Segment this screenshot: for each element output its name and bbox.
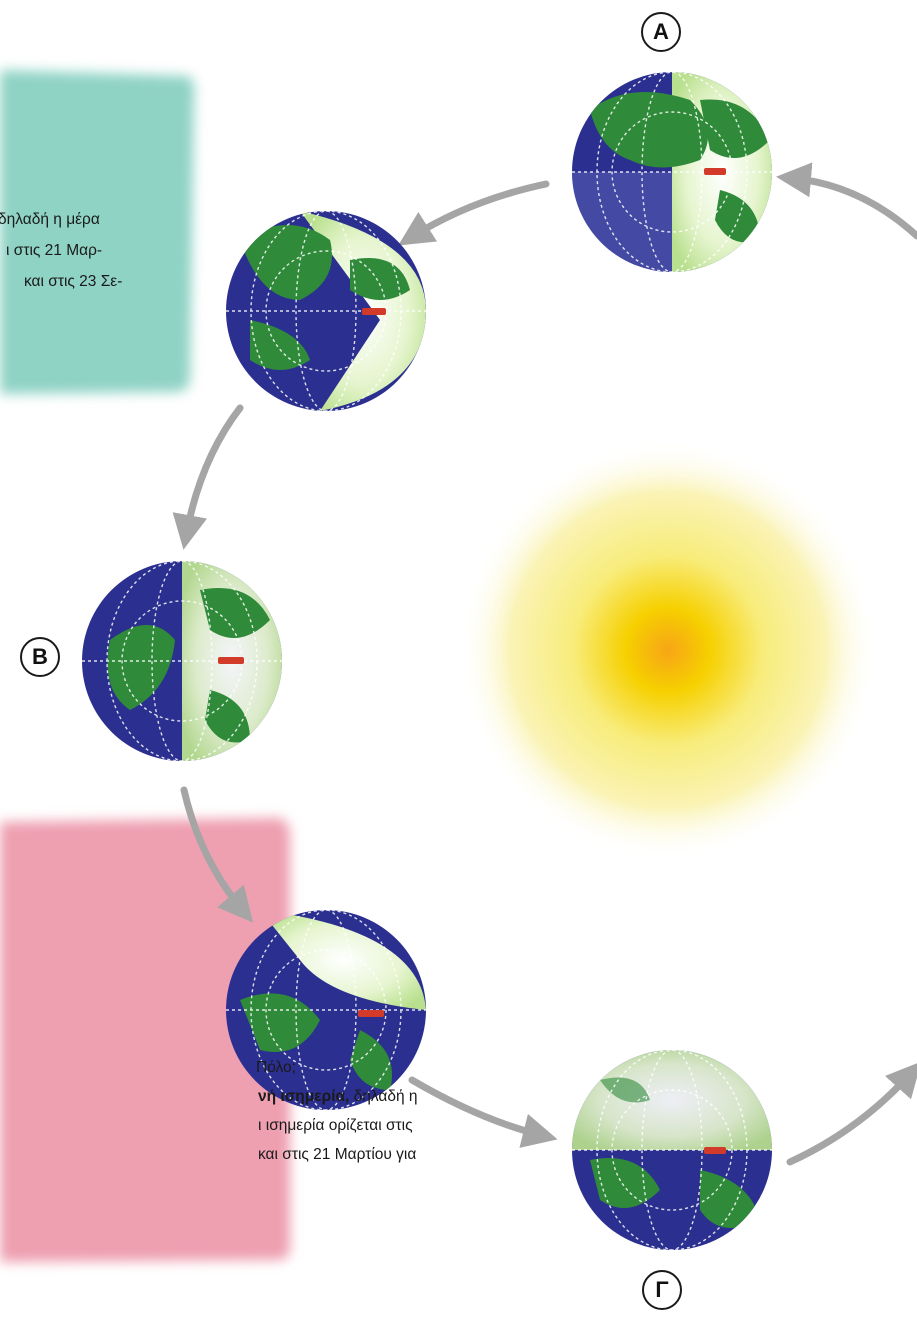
pink-note-panel: [0, 818, 290, 1262]
bottom-note-line-3: ι ισημερία ορίζεται στις: [258, 1117, 413, 1134]
label-b: Β: [20, 637, 60, 677]
globe-a: [572, 72, 772, 272]
teal-note-panel: [0, 70, 195, 394]
axis-marker-e: [704, 1147, 726, 1154]
orbit-arrow-e-to-edge: [786, 1061, 917, 1166]
orbit-arrows: [172, 162, 917, 1166]
axis-marker-c: [218, 657, 244, 664]
globe-e: [572, 1050, 772, 1250]
bottom-note-line-1: Πόλο;: [256, 1059, 296, 1076]
equinox-term: νή ισημερία,: [258, 1088, 350, 1105]
globe-c: [82, 561, 282, 761]
axis-marker-a: [704, 168, 726, 175]
bottom-note-line-2: νή ισημερία, δηλαδή η: [258, 1085, 418, 1109]
globe-b: [226, 211, 426, 411]
globe-d: [226, 910, 426, 1110]
orbit-arrow-a-to-b: [398, 180, 550, 246]
top-note-line-3: και στις 23 Σε-: [24, 273, 123, 290]
top-note-line-1: δηλαδή η μέρα: [0, 211, 100, 228]
axis-marker-d: [358, 1010, 384, 1017]
axis-marker-b: [362, 308, 386, 315]
orbit-arrow-edge-to-a: [776, 162, 917, 240]
orbit-arrow-b-to-c: [172, 404, 244, 550]
orbit-arrow-d-to-e: [408, 1076, 558, 1148]
bottom-note-line-4: και στις 21 Μαρτίου για: [258, 1146, 417, 1163]
label-a: Α: [641, 12, 681, 52]
bottom-note-line-2-rest: δηλαδή η: [349, 1088, 418, 1105]
label-g: Γ: [642, 1270, 682, 1310]
sun: [458, 440, 878, 860]
orbit-arrow-c-to-d: [180, 786, 254, 923]
top-note-line-2: ι στις 21 Μαρ-: [6, 242, 103, 259]
